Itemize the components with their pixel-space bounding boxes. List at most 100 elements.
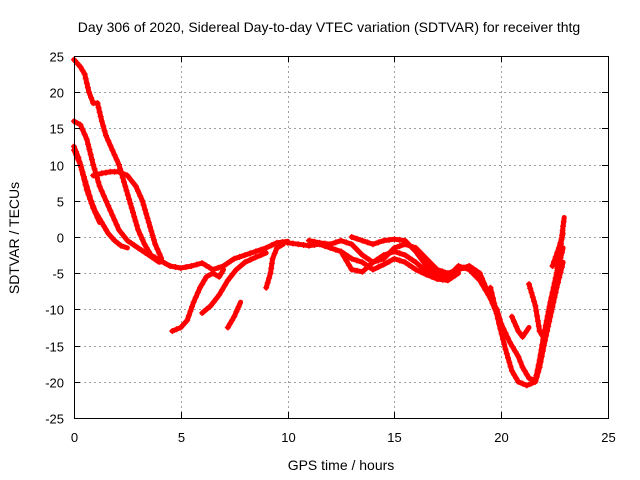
data-point [105,230,112,237]
data-point [535,323,542,330]
data-point [103,169,109,176]
data-point [527,285,534,292]
data-point [122,183,129,190]
data-point [127,176,134,183]
data-point [161,260,168,267]
data-point [502,346,509,353]
data-point [83,80,90,87]
data-point [548,301,555,308]
data-point [306,242,312,249]
data-point [82,75,89,82]
data-point [362,261,369,268]
data-point [90,161,97,168]
data-point [366,256,373,263]
y-tick-label: -15 [45,340,64,355]
data-point [503,350,510,357]
data-point [257,252,264,259]
data-point [523,371,530,378]
data-point [311,238,318,245]
data-point [366,264,373,271]
data-point [197,284,203,291]
data-point [107,142,114,149]
y-tick-label: 15 [50,122,64,137]
data-point [83,136,90,143]
ticks: 0 5 10 15 20 25 -25 -20 -15 -10 -5 0 5 10 15 20 25 [45,50,616,446]
data-point [137,231,144,238]
series-arc-6 [169,267,226,335]
data-point [113,221,120,228]
data-point [227,258,234,265]
data-point [85,191,92,198]
data-point [386,258,393,265]
data-point [448,271,455,278]
data-point [348,234,355,240]
series-arc-12 [338,248,461,284]
data-point [107,207,114,214]
data-point [85,141,92,148]
data-point [100,123,107,129]
data-point [560,223,567,230]
data-point [236,253,243,260]
data-point [75,156,82,163]
series-arc-7 [199,250,269,316]
data-point [544,320,551,327]
data-point [430,267,437,274]
data-point [189,303,195,310]
x-tick-label: 10 [281,430,295,445]
data-point [139,236,146,243]
data-point [150,236,157,243]
series-line [199,250,269,316]
data-point [473,267,480,274]
data-point [526,281,532,288]
data-point [552,253,559,260]
data-point [233,308,240,315]
data-point [391,244,398,251]
data-point [460,264,467,271]
data-point [221,282,228,289]
data-point [252,254,259,261]
data-point [517,358,524,365]
data-point [547,306,554,313]
x-tick-label: 0 [71,430,78,445]
data-point [257,246,264,253]
data-point [554,249,561,256]
data-point [354,267,360,274]
data-point [387,248,394,255]
data-point [77,63,84,70]
data-point [94,214,101,221]
data-point [523,382,530,389]
data-point [515,378,522,385]
x-tick-label: 20 [494,430,508,445]
data-point [79,67,86,74]
data-point [322,240,328,247]
data-point [130,179,137,186]
data-point [537,358,544,365]
data-point [412,259,419,266]
data-point [549,296,556,303]
data-point [96,109,103,116]
data-point [233,266,240,273]
data-point [343,239,350,246]
data-point [531,298,538,305]
data-point [173,326,180,333]
data-point [505,354,511,361]
data-point [267,270,274,277]
y-tick-label: -10 [45,303,64,318]
data-point [115,226,122,233]
data-point [526,375,532,382]
data-point [203,273,210,280]
data-point [289,240,296,247]
data-point [409,256,416,263]
data-point [103,132,109,139]
data-point [362,254,369,261]
data-point [88,200,95,207]
data-point [154,246,161,253]
data-point [231,255,238,262]
data-point [487,284,494,291]
data-point [177,265,184,272]
data-point [103,197,109,204]
data-point [396,257,403,264]
data-point [124,192,131,198]
data-point [126,196,133,203]
data-point [549,263,556,269]
